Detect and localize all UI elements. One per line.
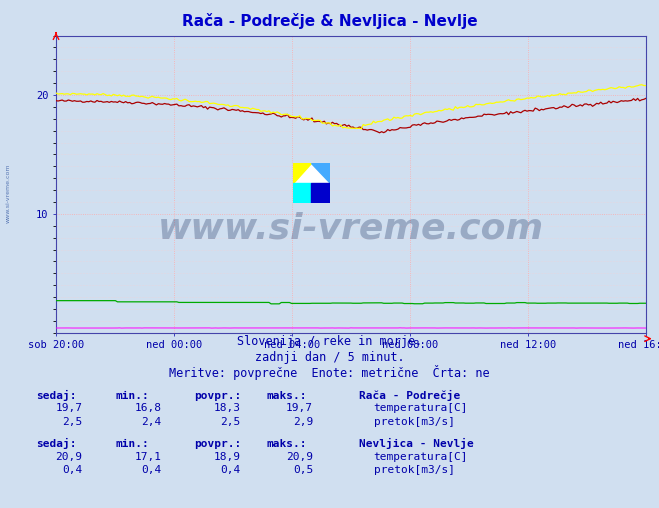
Text: 20,9: 20,9 [286,452,313,462]
Text: Meritve: povprečne  Enote: metrične  Črta: ne: Meritve: povprečne Enote: metrične Črta:… [169,365,490,380]
Text: 0,4: 0,4 [141,465,161,475]
Text: temperatura[C]: temperatura[C] [374,452,468,462]
Polygon shape [312,183,330,203]
Text: zadnji dan / 5 minut.: zadnji dan / 5 minut. [254,351,405,364]
Text: 0,4: 0,4 [62,465,82,475]
Text: temperatura[C]: temperatura[C] [374,403,468,414]
Text: 2,5: 2,5 [62,417,82,427]
Polygon shape [312,163,330,183]
Text: 19,7: 19,7 [55,403,82,414]
Text: Rača - Podrečje: Rača - Podrečje [359,390,461,401]
Text: 20,9: 20,9 [55,452,82,462]
Text: Nevljica - Nevlje: Nevljica - Nevlje [359,438,474,449]
Text: 18,9: 18,9 [214,452,241,462]
Polygon shape [293,163,312,183]
Text: 18,3: 18,3 [214,403,241,414]
Text: 16,8: 16,8 [134,403,161,414]
Text: min.:: min.: [115,439,149,449]
Text: Rača - Podrečje & Nevljica - Nevlje: Rača - Podrečje & Nevljica - Nevlje [182,13,477,29]
Text: maks.:: maks.: [267,439,307,449]
Text: 17,1: 17,1 [134,452,161,462]
Text: 19,7: 19,7 [286,403,313,414]
Text: sedaj:: sedaj: [36,438,76,449]
Text: povpr.:: povpr.: [194,439,242,449]
Text: 2,4: 2,4 [141,417,161,427]
Polygon shape [293,163,330,203]
Text: www.si-vreme.com: www.si-vreme.com [5,163,11,223]
Text: min.:: min.: [115,391,149,401]
Text: pretok[m3/s]: pretok[m3/s] [374,417,455,427]
Text: 0,4: 0,4 [220,465,241,475]
Text: sedaj:: sedaj: [36,390,76,401]
Text: 2,9: 2,9 [293,417,313,427]
Text: Slovenija / reke in morje.: Slovenija / reke in morje. [237,335,422,348]
Text: 0,5: 0,5 [293,465,313,475]
Text: povpr.:: povpr.: [194,391,242,401]
Text: 2,5: 2,5 [220,417,241,427]
Text: www.si-vreme.com: www.si-vreme.com [158,212,544,246]
Polygon shape [293,183,312,203]
Text: pretok[m3/s]: pretok[m3/s] [374,465,455,475]
Text: maks.:: maks.: [267,391,307,401]
